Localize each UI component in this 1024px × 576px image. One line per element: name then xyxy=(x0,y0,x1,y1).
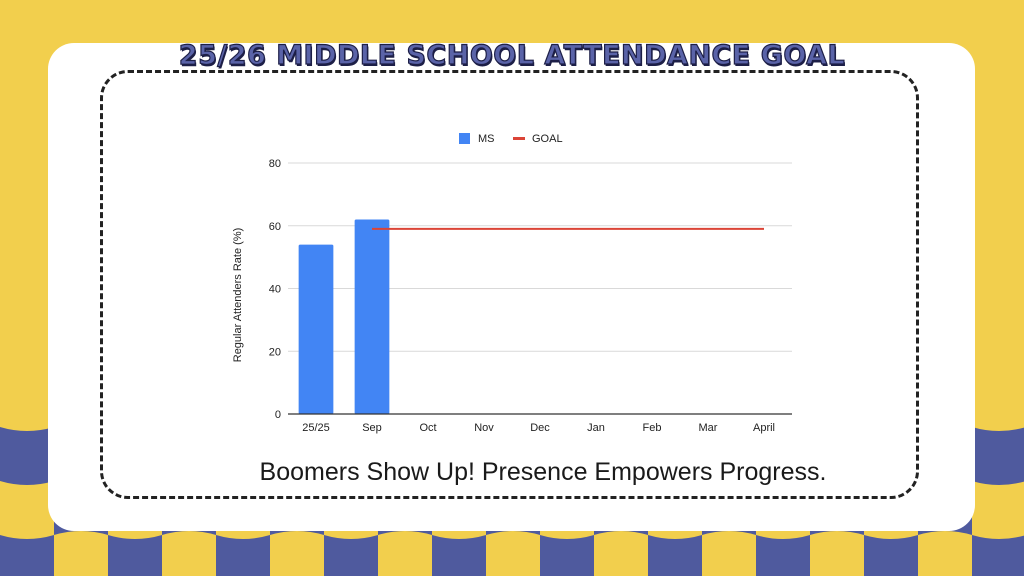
legend-swatch-ms xyxy=(459,133,470,144)
bar-25/25 xyxy=(298,244,334,414)
x-tick-label: April xyxy=(753,422,775,434)
x-tick-label: Feb xyxy=(643,422,662,434)
pattern-tile xyxy=(540,535,594,576)
x-tick-label: 25/25 xyxy=(302,422,330,434)
pattern-tile xyxy=(108,535,162,576)
pattern-tile xyxy=(324,535,378,576)
x-tick-label: Jan xyxy=(587,422,605,434)
slogan-text: Boomers Show Up! Presence Empowers Progr… xyxy=(259,458,827,486)
x-tick-label: Dec xyxy=(530,422,550,434)
pattern-tile xyxy=(0,535,54,576)
x-tick-label: Sep xyxy=(362,422,382,434)
y-tick-label: 60 xyxy=(269,221,281,233)
content-card xyxy=(48,43,975,531)
dashed-frame xyxy=(100,70,919,499)
pattern-tile xyxy=(972,427,1024,485)
pattern-tile xyxy=(756,535,810,576)
y-tick-label: 20 xyxy=(269,346,281,358)
pattern-tile xyxy=(432,535,486,576)
pattern-tile xyxy=(864,535,918,576)
x-tick-label: Oct xyxy=(419,422,436,434)
x-tick-label: Mar xyxy=(699,422,718,434)
legend-label-ms: MS xyxy=(478,133,495,145)
y-tick-label: 40 xyxy=(269,284,281,296)
pattern-tile xyxy=(216,535,270,576)
pattern-tile xyxy=(648,535,702,576)
chart-title: 25/26 MIDDLE SCHOOL ATTENDANCE GOAL xyxy=(178,39,846,71)
x-tick-label: Nov xyxy=(474,422,494,434)
y-axis-label: Regular Attenders Rate (%) xyxy=(232,228,244,363)
y-tick-label: 80 xyxy=(269,158,281,170)
pattern-tile xyxy=(972,535,1024,576)
bar-Sep xyxy=(354,219,390,414)
pattern-tile xyxy=(0,427,54,485)
y-tick-label: 0 xyxy=(275,409,281,421)
legend-label-goal: GOAL xyxy=(532,133,563,145)
